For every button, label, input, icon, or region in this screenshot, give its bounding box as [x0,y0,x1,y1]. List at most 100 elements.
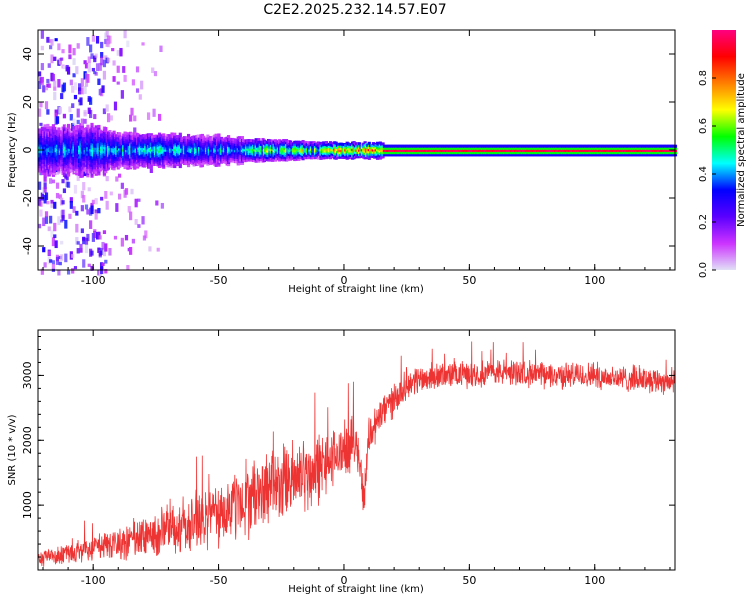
spectrogram-cell [226,160,231,164]
spectrogram-cell [73,82,78,91]
snr-ytick-label: 1000 [21,491,34,519]
spectrogram-cell [98,62,102,71]
spectrogram-cell [268,158,272,162]
spectrogram-cell [301,157,305,161]
spectrogram-cell [175,163,180,167]
spectrogram-cell [102,249,107,257]
spectrogram-cell [178,134,182,138]
spectrogram-cell [53,234,57,239]
spectrogram-cell [254,159,258,163]
spectrogram-cell [206,162,210,166]
spectrogram-cell [217,163,221,167]
spectrogram-cell [135,88,140,93]
spectrogram-cell [115,203,119,212]
spectrogram-cell [72,206,76,213]
spectrogram-cell [72,58,76,65]
spectrogram-cell [71,103,75,109]
spectrogram-cell [257,159,261,163]
spectrogram-cell [69,168,73,172]
spectrogram-cell [141,42,145,46]
spectrogram-cell [148,246,152,252]
colorbar-ticks: 0.00.20.40.60.8 [698,70,716,278]
spectrogram-cell [50,39,54,46]
spectrogram-cell [76,43,80,49]
spectrogram-cell [105,176,109,182]
spectrogram-cell [68,213,72,219]
spectrogram-cell [73,266,78,270]
spectrogram-cell [53,80,57,87]
spectrogram-cell [112,60,116,66]
spectrogram-cell [46,123,50,127]
spectrogram-cell [273,139,278,143]
spectrogram-cell [82,182,86,191]
spectrogram-cell [82,194,86,203]
spectrogram-cell [109,115,113,121]
spectrogram-cell [93,56,97,63]
spectrogram-cell [186,162,191,166]
spectrogram-cell [83,118,87,124]
spectrogram-cell [138,94,142,100]
spectrogram-cell [94,72,98,76]
spectrogram-cell [312,141,316,145]
spectrogram-cell [116,65,120,73]
spectrogram-cell [50,54,54,64]
spectrogram-cell [91,199,95,205]
figure-title: C2E2.2025.232.14.57.E07 [263,2,446,18]
spectrogram-cell [104,127,108,131]
spectrogram-cell [126,265,130,270]
spectrogram-cell [284,139,289,143]
spectrogram-cell [80,118,84,124]
spectrogram-cell [226,163,231,167]
spectrogram-cell [82,237,86,241]
snr-ytick-label: 3000 [21,361,34,389]
spectrogram-cell [101,85,105,93]
spectrogram-cell [51,263,55,269]
snr-xtick-label: -50 [210,574,228,587]
spectrogram-cell [66,126,71,130]
spectrogram-cell [200,164,204,168]
spectrogram-cell [381,155,385,159]
spectrogram-cell [100,130,104,134]
spectrogram-cell [72,125,76,129]
spectrogram-cell [76,108,80,118]
spectrogram-cell [94,129,98,133]
spectrogram-cell [68,54,72,60]
spectrogram-cell [43,187,47,193]
spectrogram-cell [53,201,57,209]
spectrogram-cell [134,198,138,208]
spectrogram-cell [97,172,101,176]
spectrogram-cell [62,65,67,70]
spectrogram-cell [162,163,166,167]
spectrogram-cell [206,134,210,138]
spectrogram-cell [186,164,191,168]
spectrogram-cell [40,126,44,130]
spectrogram-cell [54,109,58,116]
spectrogram-cell [123,30,127,39]
spectrogram-cell [60,240,64,245]
spectrogram-cell [80,122,84,126]
spectrogram-ytick-label: -20 [21,189,34,207]
spectrogram-cell [97,207,101,214]
spectrogram-cell [101,262,105,266]
spectrogram-cell [152,108,156,117]
spectrogram-cell [89,97,93,105]
spectrogram-xtick-label: 0 [340,274,347,287]
spectrogram-cell [68,106,72,113]
colorbar-label: Normalized spectral amplitude [736,73,747,227]
spectrogram-cell [87,56,91,64]
spectrogram-cell [97,78,101,86]
spectrogram-cell [39,122,43,126]
spectrogram-cell [58,194,62,200]
spectrogram-cell [104,55,108,60]
colorbar-gradient [712,30,736,270]
spectrogram-cell [58,107,62,114]
spectrogram-cell [43,167,47,171]
spectrogram-cell [84,204,89,210]
spectrogram-cell [129,246,133,255]
spectrogram-cell [94,125,98,129]
spectrogram-cell [90,174,94,178]
spectrogram-cell [42,85,46,93]
spectrogram-cell [69,79,73,86]
spectrogram-cell [43,262,47,268]
snr-xtick-label: 0 [340,574,347,587]
